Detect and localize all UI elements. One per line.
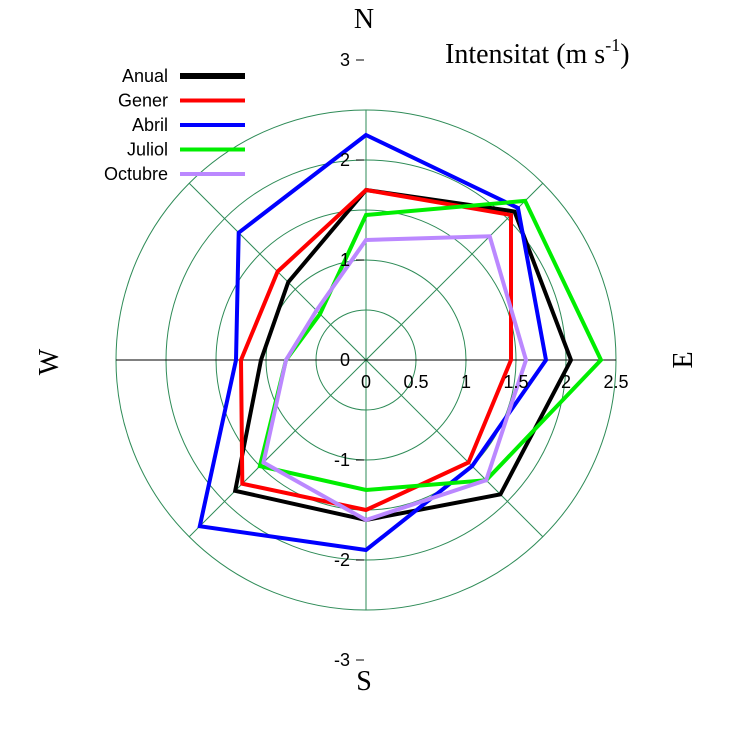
- vertical-tick-label: 2: [340, 150, 350, 170]
- legend-label: Gener: [118, 91, 168, 111]
- series-layer: [197, 132, 604, 553]
- label-layer: 0 0.5 1 1.5 2 2.5 3 2 1 0 -1 -2 -3: [334, 50, 629, 670]
- radial-tick-label: 1.5: [503, 372, 528, 392]
- chart-title-sup: -1: [605, 35, 620, 55]
- chart-title-close: ): [620, 39, 629, 70]
- compass-label-west: W: [34, 348, 65, 375]
- vertical-tick-label: 0: [340, 350, 350, 370]
- radial-tick-label: 2.5: [603, 372, 628, 392]
- legend-label: Abril: [132, 115, 168, 135]
- series-gener: [238, 187, 513, 513]
- legend-label: Anual: [122, 66, 168, 86]
- radial-tick-label: 2: [561, 372, 571, 392]
- series-abril: [197, 132, 549, 553]
- radial-tick-label: 0.5: [403, 372, 428, 392]
- series-juliol: [257, 198, 604, 493]
- vertical-tick-label: 3: [340, 50, 350, 70]
- legend: Anual Gener Abril Juliol Octubre: [104, 66, 245, 184]
- compass-label-south: S: [356, 666, 372, 697]
- vertical-tick-label: -2: [334, 550, 350, 570]
- chart-title-main: Intensitat (m s: [445, 39, 605, 70]
- legend-label: Juliol: [127, 140, 168, 160]
- compass-label-east: E: [668, 351, 699, 368]
- radial-tick-label: 1: [461, 372, 471, 392]
- vertical-tick-label: -1: [334, 450, 350, 470]
- chart-title: Intensitat (m s-1): [445, 35, 630, 70]
- series-octubre: [261, 234, 529, 523]
- vertical-tick-label: -3: [334, 650, 350, 670]
- radial-tick-label: 0: [361, 372, 371, 392]
- compass-label-north: N: [354, 4, 374, 35]
- legend-label: Octubre: [104, 164, 168, 184]
- grid: [115, 109, 617, 611]
- vertical-tick-label: 1: [340, 250, 350, 270]
